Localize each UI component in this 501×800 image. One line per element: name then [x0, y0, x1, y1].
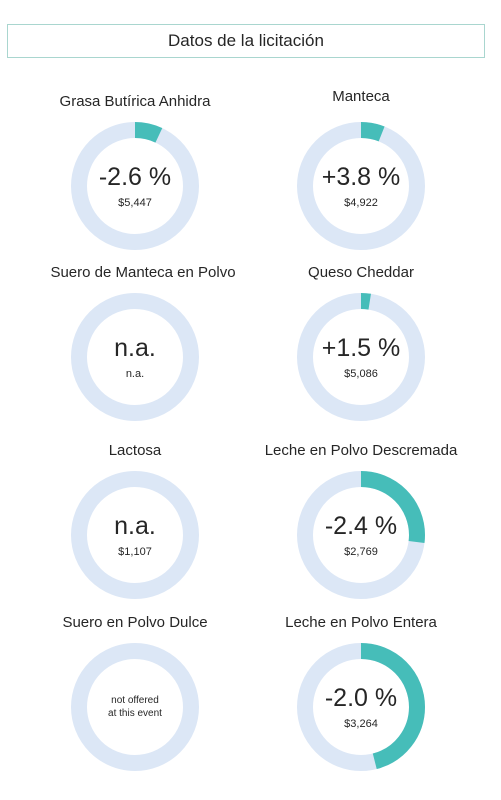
product-card-suero-manteca: Suero de Manteca en Polvo n.a. n.a. [28, 264, 258, 444]
percent-change: n.a. [114, 512, 156, 540]
donut-ring [297, 643, 425, 771]
percent-change: -2.4 % [324, 512, 398, 540]
donut-ring [71, 643, 199, 771]
product-name: Grasa Butírica Anhidra [59, 93, 211, 110]
percent-change: -2.6 % [98, 163, 172, 191]
donut-center: -2.6 % $5,447 [68, 119, 202, 253]
product-name: Manteca [332, 88, 390, 105]
ring-fill [297, 122, 425, 250]
donut-center: -2.4 % $2,769 [294, 468, 428, 602]
ring-fill [297, 293, 425, 421]
product-name: Queso Cheddar [308, 264, 414, 281]
percent-change: n.a. [114, 334, 156, 362]
product-name: Suero de Manteca en Polvo [50, 264, 236, 281]
donut-ring [297, 471, 425, 599]
page-title-text: Datos de la licitación [168, 31, 324, 50]
page-title: Datos de la licitación [7, 24, 485, 58]
product-name: Lactosa [108, 442, 162, 459]
ring-fill [71, 122, 199, 250]
donut-center: not offered at this event [68, 640, 202, 774]
price: $5,447 [118, 197, 152, 209]
donut-ring [71, 471, 199, 599]
ring-track [71, 471, 199, 599]
donut-ring [71, 293, 199, 421]
donut-center: -2.0 % $3,264 [294, 640, 428, 774]
donut-ring [71, 122, 199, 250]
donut-center: +3.8 % $4,922 [294, 119, 428, 253]
price: $1,107 [118, 546, 152, 558]
price: $5,086 [344, 368, 378, 380]
product-name: Leche en Polvo Entera [285, 614, 437, 631]
product-name: Leche en Polvo Descremada [264, 442, 458, 459]
donut-center: n.a. n.a. [68, 290, 202, 424]
product-card-leche-descremada: Leche en Polvo Descremada -2.4 % $2,769 [246, 442, 476, 622]
percent-change: +3.8 % [321, 163, 401, 191]
ring-track [71, 293, 199, 421]
product-card-suero-dulce: Suero en Polvo Dulce not offered at this… [20, 614, 250, 794]
product-card-queso-cheddar: Queso Cheddar +1.5 % $5,086 [246, 264, 476, 444]
price: $3,264 [344, 718, 378, 730]
ring-fill [297, 643, 425, 771]
donut-ring [297, 293, 425, 421]
product-card-grasa-butirica: Grasa Butírica Anhidra -2.6 % $5,447 [20, 93, 250, 273]
product-card-leche-entera: Leche en Polvo Entera -2.0 % $3,264 [246, 614, 476, 794]
product-card-lactosa: Lactosa n.a. $1,107 [20, 442, 250, 622]
donut-center: n.a. $1,107 [68, 468, 202, 602]
product-card-manteca: Manteca +3.8 % $4,922 [246, 88, 476, 268]
donut-ring [297, 122, 425, 250]
ring-fill [297, 471, 425, 599]
percent-change: -2.0 % [324, 684, 398, 712]
ring-track [71, 643, 199, 771]
price: $2,769 [344, 546, 378, 558]
percent-change: +1.5 % [321, 334, 401, 362]
price: n.a. [125, 368, 145, 380]
donut-center: +1.5 % $5,086 [294, 290, 428, 424]
price: $4,922 [344, 197, 378, 209]
not-offered-note: not offered at this event [108, 695, 162, 719]
product-name: Suero en Polvo Dulce [62, 614, 208, 631]
